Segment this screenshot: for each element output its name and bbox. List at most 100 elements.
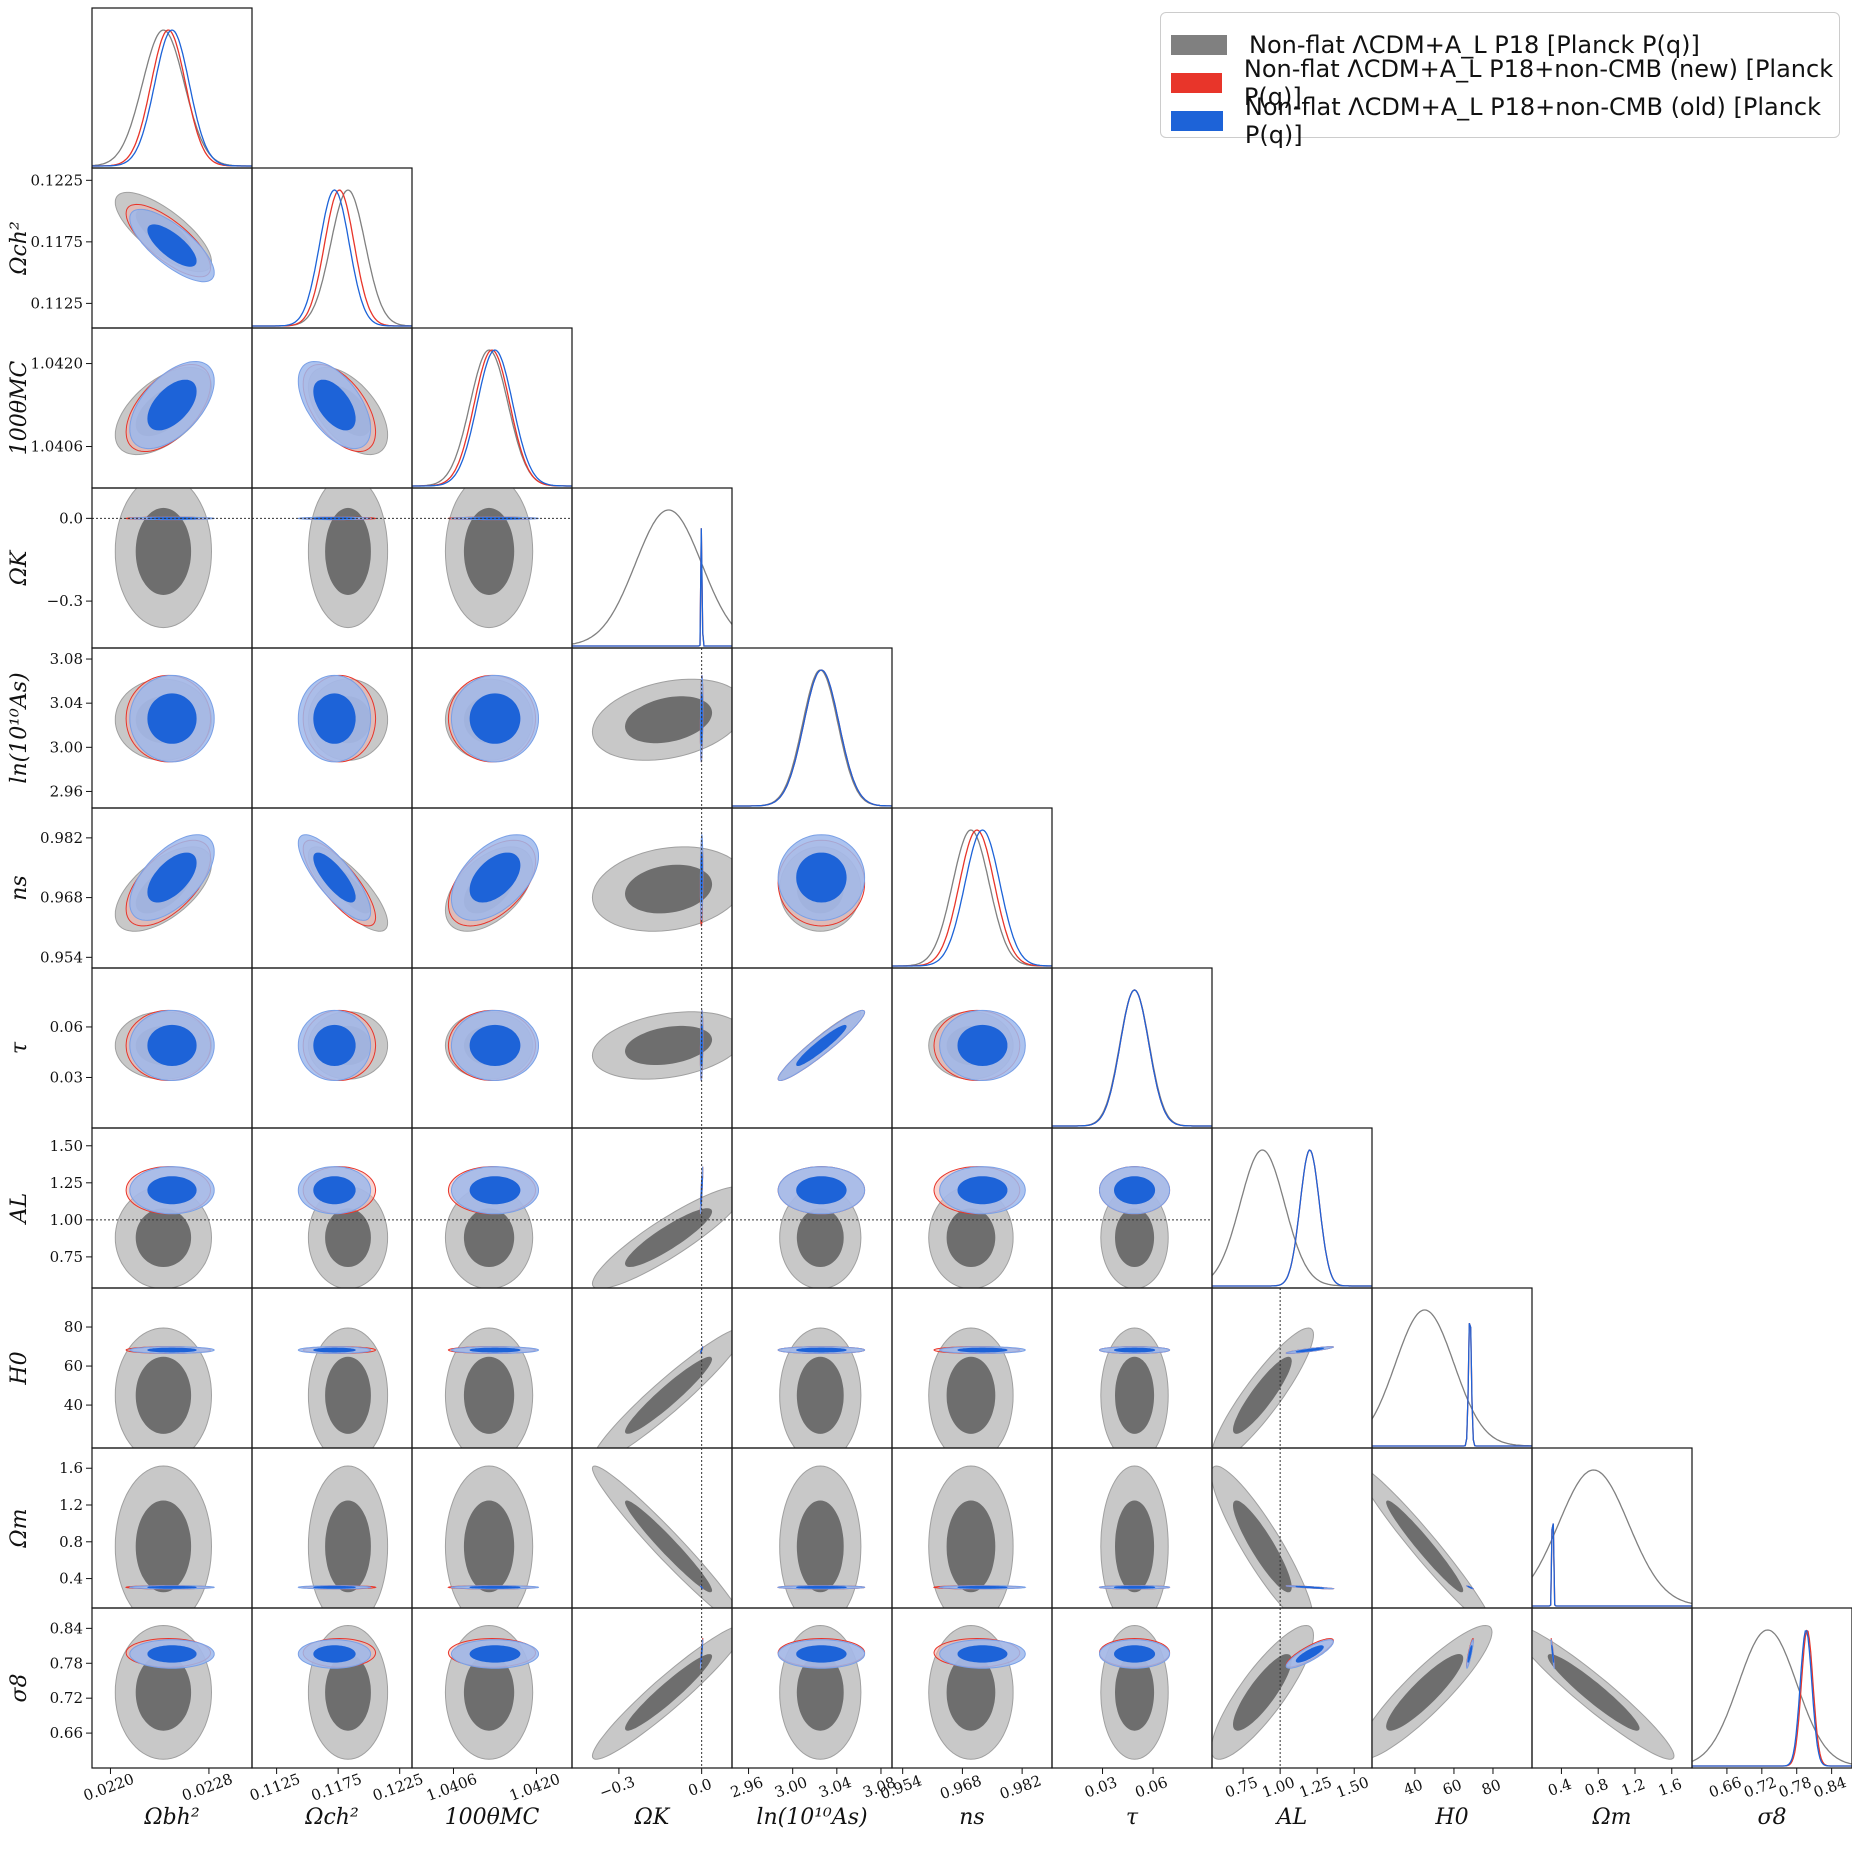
marginal-blue [1372,1322,1532,1447]
panel-frame [1531,1447,1693,1609]
contour-blue-68 [1295,1585,1325,1589]
contour-blue-68 [1113,1585,1156,1589]
panel-10-7 [1212,1608,1334,1768]
legend-label: Non-flat ΛCDM+A_L P18 [Planck P(q)] [1249,31,1700,59]
panel-3-3 [572,509,732,647]
contour-grey-68 [624,696,713,744]
marginal-grey [572,509,732,645]
contour-grey-68 [135,1356,192,1434]
panel-10-4 [777,1624,866,1760]
marginal-red [1052,989,1212,1127]
legend-label: Non-flat ΛCDM+A_L P18+non-CMB (new) [Pla… [1243,55,1834,111]
contour-blue-68 [147,1347,197,1353]
contour-grey-68 [1232,1500,1292,1593]
contour-blue-68 [469,1024,521,1067]
panel-7-6 [1052,1166,1212,1288]
y-axis-label: Ωch² [7,221,32,276]
contour-grey-68 [624,864,713,914]
panel-9-0 [114,1465,215,1608]
panel-7-3 [572,1128,732,1288]
y-tick-label: 3.00 [50,738,83,756]
marginal-blue [1692,1630,1852,1767]
y-tick-label: 0.0 [59,509,83,527]
x-tick-label: 1.00 [1260,1773,1298,1801]
x-tick-label: 1.0406 [424,1770,479,1805]
marginal-grey [412,349,572,487]
y-axis-label: H0 [7,1351,32,1385]
y-tick-label: 0.72 [50,1689,83,1707]
contour-blue-68 [147,224,197,267]
y-tick-label: 40 [64,1396,83,1414]
contour-grey-68 [463,1356,515,1434]
panel-7-0 [92,1166,252,1288]
legend-entry-grey: Non-flat ΛCDM+A_L P18 [Planck P(q)] [1171,30,1700,60]
contour-grey-68 [624,1025,713,1065]
panel-7-5 [892,1166,1052,1288]
x-axis-label: ln(10¹⁰As) [756,1805,867,1830]
panel-0-0 [92,29,252,167]
x-tick-label: 1.25 [1297,1773,1335,1801]
contour-grey-68 [463,1208,515,1268]
contour-blue-68 [957,1645,1008,1663]
x-tick-label: 0.982 [997,1771,1044,1803]
panel-9-6 [1098,1465,1171,1608]
marginal-blue [572,528,732,647]
y-axis-label: Ωm [7,1508,32,1548]
marginal-blue [1212,1149,1372,1287]
contour-grey-68 [325,1208,371,1268]
y-tick-label: 0.954 [40,948,83,966]
x-tick-label: 0.75 [1223,1773,1261,1801]
contour-blue-68 [469,693,521,744]
panel-5-3 [591,808,732,968]
panel-5-4 [777,834,866,932]
marginal-grey [1212,1149,1372,1287]
contour-blue-68 [469,852,521,903]
panel-frame [1691,1607,1852,1769]
contour-grey-68 [796,1356,844,1434]
x-tick-label: 1.6 [1656,1775,1685,1800]
contour-grey-68 [325,507,371,596]
marginal-grey [252,189,412,327]
x-tick-label: 0.06 [1133,1773,1171,1801]
x-tick-label: 0.8 [1582,1775,1611,1800]
contour-grey-68 [624,1208,713,1268]
contour-grey-68 [1114,1208,1155,1268]
panel-10-3 [591,1608,732,1768]
x-tick-label: 0.1175 [309,1770,364,1805]
contour-blue-68 [313,693,356,744]
contour-blue-68 [796,852,847,903]
legend-swatch-blue [1171,111,1223,131]
y-tick-label: 0.1225 [31,171,84,189]
panel-9-7 [1212,1448,1335,1608]
x-tick-label: 0.03 [1082,1773,1120,1801]
y-axis-label: 100θMC [7,361,32,456]
panel-9-3 [591,1448,732,1608]
x-tick-label: 0.78 [1776,1773,1814,1801]
contour-grey-68 [1232,1356,1292,1434]
y-tick-label: 80 [64,1318,83,1336]
contour-blue-68 [1295,1645,1324,1663]
panel-10-1 [297,1624,389,1760]
contour-grey-68 [325,1356,371,1434]
marginal-blue [732,669,892,807]
x-tick-label: 80 [1479,1776,1503,1799]
marginal-blue [892,829,1052,967]
x-tick-label: 0.1225 [370,1770,425,1805]
y-axis-label: τ [7,1041,32,1054]
y-tick-label: 1.0406 [31,438,84,456]
contour-blue-68 [957,1585,1008,1589]
marginal-red [1372,1322,1532,1447]
x-tick-label: 0.0220 [81,1770,136,1805]
panel-9-8 [1372,1472,1486,1608]
x-tick-label: 3.04 [816,1773,854,1801]
marginal-red [1532,1523,1692,1607]
panel-6-4 [777,1009,866,1081]
contour-grey-68 [946,1500,996,1593]
panel-frame [1371,1287,1533,1449]
x-axis-label: Ωm [1591,1805,1631,1830]
panel-1-0 [114,191,215,283]
legend-entry-blue: Non-flat ΛCDM+A_L P18+non-CMB (old) [Pla… [1171,93,1839,149]
panel-9-1 [297,1465,389,1608]
contour-blue-68 [469,1347,521,1353]
